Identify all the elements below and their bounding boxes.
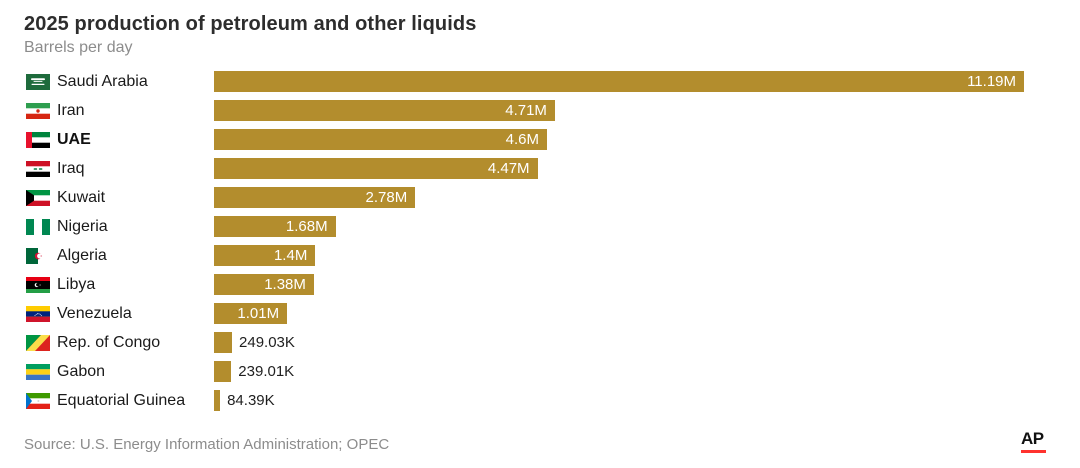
libya-flag-icon [26,276,50,293]
ap-logo-underline [1021,450,1046,453]
country-label: Kuwait [57,188,106,206]
venezuela-flag-icon [26,305,50,322]
country-label: UAE [57,130,91,148]
country-label: Gabon [57,362,106,380]
bar: 2.78M [214,187,416,208]
bar [214,361,232,382]
bar-track: 4.6M [214,129,1024,150]
bar: 4.6M [214,129,547,150]
bar-track: 249.03K [214,332,1024,353]
iran-flag-icon [26,102,50,119]
ap-logo: AP [1021,430,1046,453]
bar-chart: Saudi Arabia 11.19M Iran 4.71M UAE 4.6M Iraq 4.… [0,67,1080,415]
country-label: Algeria [57,246,107,264]
chart-subtitle: Barrels per day [24,39,133,56]
bar-track: 1.38M [214,274,1024,295]
nigeria-flag-icon [26,218,50,235]
value-label: 1.01M [237,305,280,322]
chart-row: Kuwait 2.78M [24,183,1024,212]
ap-logo-text: AP [1021,429,1044,448]
gabon-flag-icon [26,363,50,380]
value-label: 1.4M [273,247,308,264]
kuwait-flag-icon [26,189,50,206]
value-label: 4.71M [505,102,547,119]
bar-track: 4.47M [214,158,1024,179]
chart-row: Venezuela 1.01M [24,299,1024,328]
bar: 11.19M [214,71,1024,92]
bar-track: 239.01K [214,361,1024,382]
value-label: 84.39K [227,392,275,409]
country-label: Saudi Arabia [57,72,148,90]
saudi-arabia-flag-icon [26,73,50,90]
chart-title: 2025 production of petroleum and other l… [24,13,477,35]
chart-row: Gabon 239.01K [24,357,1024,386]
uae-flag-icon [26,131,50,148]
chart-row: Nigeria 1.68M [24,212,1024,241]
value-label: 1.38M [264,276,306,293]
country-label: Iran [57,101,85,119]
chart-row: Libya 1.38M [24,270,1024,299]
country-label: Equatorial Guinea [57,391,186,409]
chart-row: Equatorial Guinea 84.39K [24,386,1024,415]
chart-row: Algeria 1.4M [24,241,1024,270]
equatorial-guinea-flag-icon [26,392,50,409]
bar-track: 4.71M [214,100,1024,121]
chart-row: Saudi Arabia 11.19M [24,67,1024,96]
chart-row: UAE 4.6M [24,125,1024,154]
bar: 4.47M [214,158,538,179]
chart-row: Iran 4.71M [24,96,1024,125]
bar: 1.01M [214,303,288,324]
value-label: 11.19M [967,73,1016,90]
bar-track: 2.78M [214,187,1024,208]
chart-footer: Source: U.S. Energy Information Administ… [24,430,1046,453]
value-label: 2.78M [365,189,408,206]
bar [214,390,221,411]
value-label: 1.68M [285,218,328,235]
bar [214,332,233,353]
source-note: Source: U.S. Energy Information Administ… [24,436,390,453]
chart-row: Iraq 4.47M [24,154,1024,183]
value-label: 4.6M [505,131,539,148]
bar-track: 11.19M [214,71,1024,92]
bar: 1.4M [214,245,316,266]
chart-row: Rep. of Congo 249.03K [24,328,1024,357]
value-label: 4.47M [487,160,530,177]
country-label: Libya [57,275,96,293]
republic-of-congo-flag-icon [26,334,50,351]
bar-track: 1.68M [214,216,1024,237]
iraq-flag-icon [26,160,50,177]
country-label: Venezuela [57,304,132,322]
country-label: Rep. of Congo [57,333,161,351]
bar: 1.68M [214,216,336,237]
value-label: 249.03K [239,334,295,351]
bar-track: 1.01M [214,303,1024,324]
chart-header: 2025 production of petroleum and other l… [0,12,1080,57]
bar: 1.38M [214,274,314,295]
country-label: Iraq [57,159,85,177]
bar-track: 84.39K [214,390,1024,411]
country-label: Nigeria [57,217,108,235]
bar: 4.71M [214,100,555,121]
bar-track: 1.4M [214,245,1024,266]
algeria-flag-icon [26,247,50,264]
value-label: 239.01K [238,363,295,380]
